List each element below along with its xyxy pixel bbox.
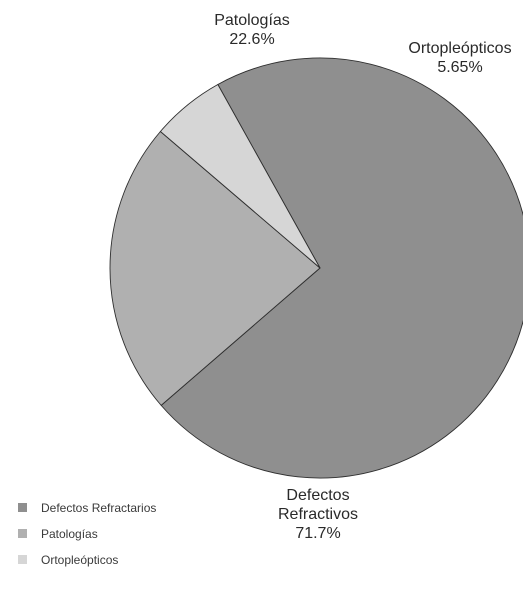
slice-label-1: Defectos Refractivos 71.7% (278, 487, 358, 542)
slice-name-label: Defectos (286, 487, 349, 504)
slice-labels: Defectos Refractivos 71.7% Patologías 22.6% O… (214, 12, 511, 542)
slice-value-label: 5.65% (437, 59, 482, 76)
slice-name-label: Ortopleópticos (408, 40, 511, 57)
pie-slice-3 (159, 83, 321, 269)
pie-slices (109, 57, 523, 479)
legend-label-3: Ortopleópticos (41, 553, 118, 567)
slice-value-label: 71.7% (295, 525, 340, 542)
legend-swatch-1 (18, 503, 27, 512)
pie-slice-1 (160, 57, 523, 479)
legend-swatch-3 (18, 555, 27, 564)
pie-slice-2 (109, 130, 321, 407)
slice-value-label: 22.6% (229, 31, 274, 48)
legend-swatch-2 (18, 529, 27, 538)
slice-label-2: Patologías 22.6% (214, 12, 290, 48)
slice-name-label: Refractivos (278, 506, 358, 523)
slice-name-label: Patologías (214, 12, 290, 29)
slice-label-3: Ortopleópticos 5.65% (408, 40, 511, 76)
legend-label-1: Defectos Refractarios (41, 501, 156, 515)
legend: Defectos Refractarios Patologías Ortopleóp… (18, 501, 156, 567)
legend-label-2: Patologías (41, 527, 98, 541)
